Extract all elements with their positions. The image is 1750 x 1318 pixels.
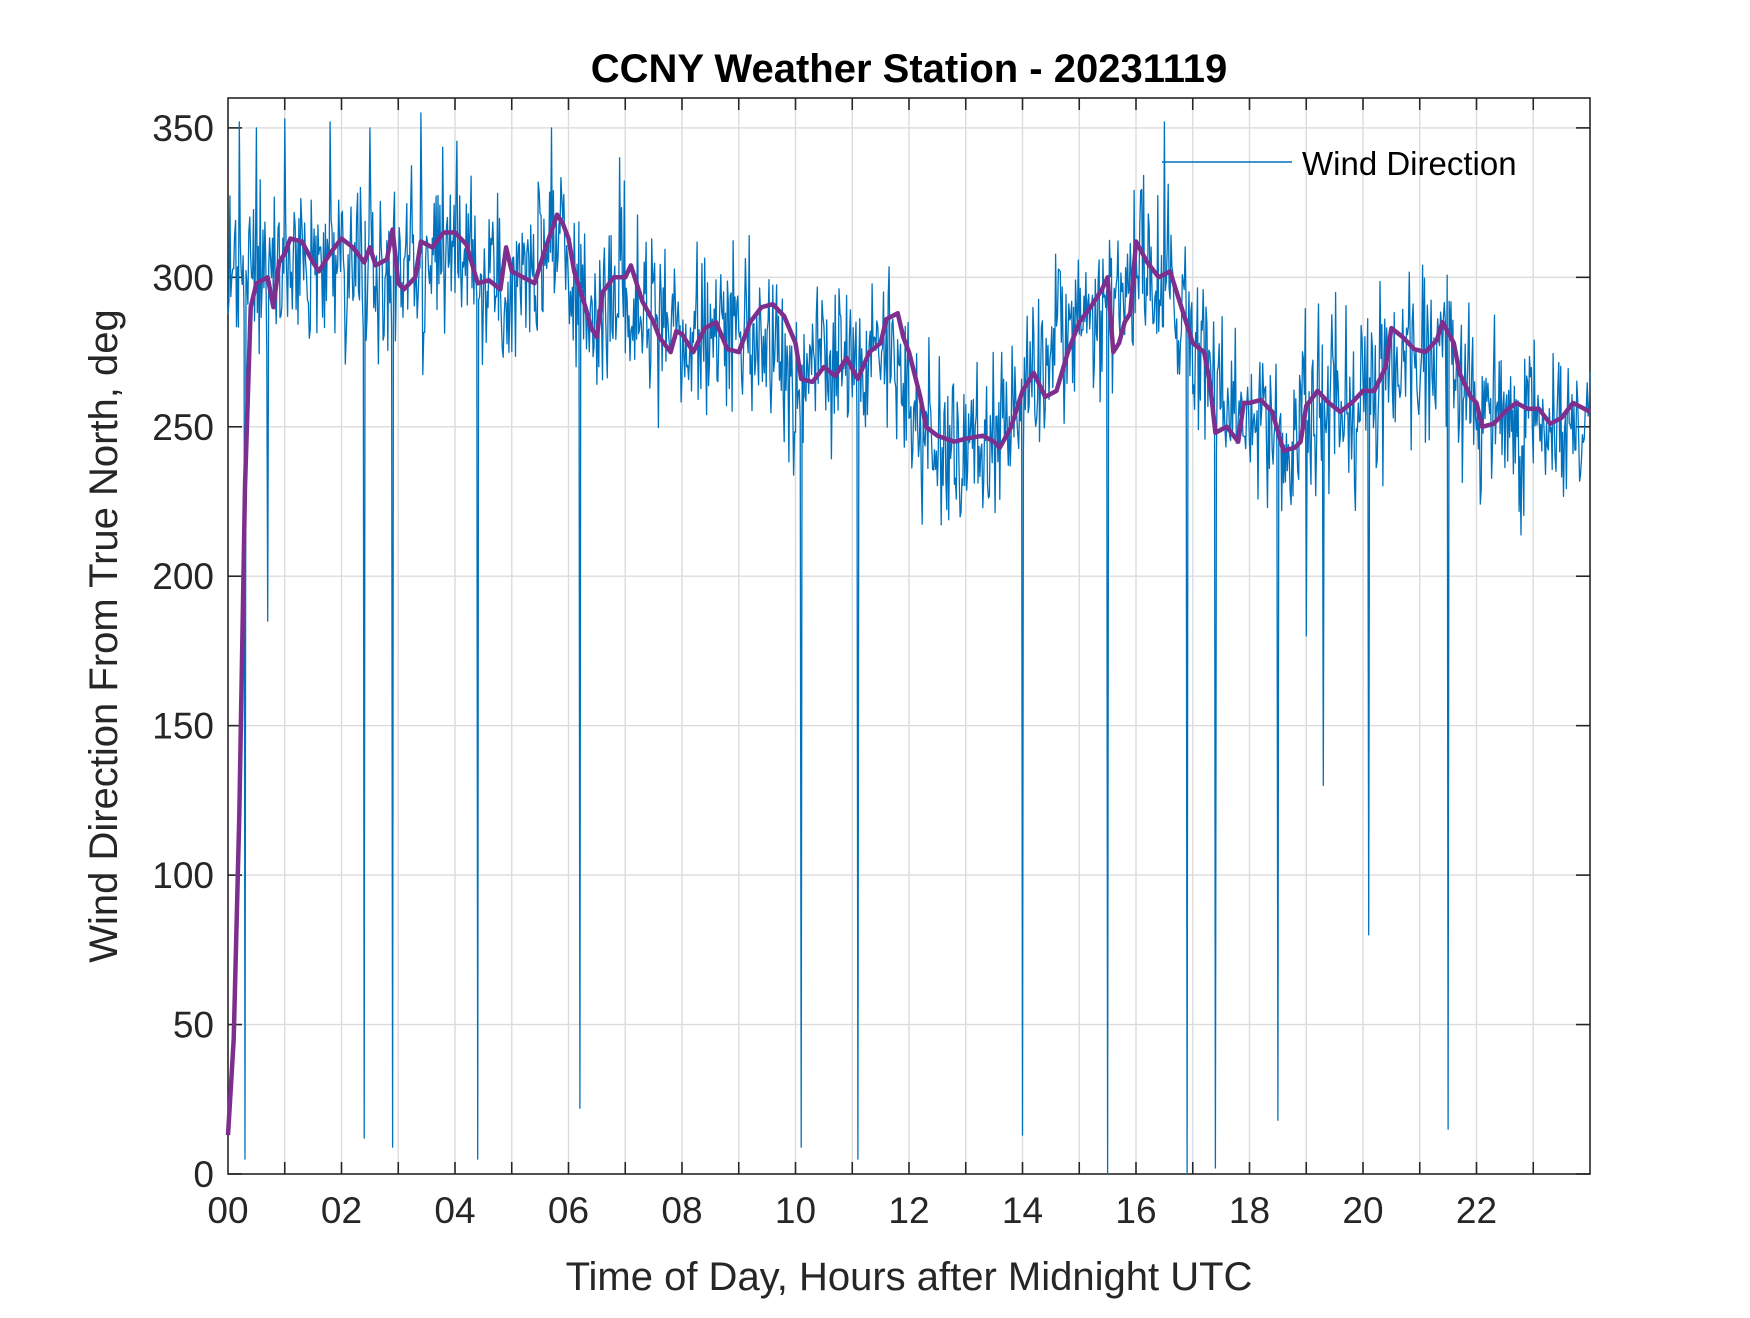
x-tick-label: 16 bbox=[1115, 1190, 1156, 1231]
x-tick-label: 22 bbox=[1456, 1190, 1497, 1231]
y-tick-label: 350 bbox=[152, 108, 214, 149]
x-tick-label: 12 bbox=[888, 1190, 929, 1231]
x-tick-label: 10 bbox=[775, 1190, 816, 1231]
x-tick-label: 04 bbox=[434, 1190, 475, 1231]
legend-label: Wind Direction bbox=[1302, 145, 1517, 182]
series-line-wind-direction bbox=[227, 112, 1591, 1175]
y-tick-label: 50 bbox=[173, 1005, 214, 1046]
x-tick-label: 02 bbox=[321, 1190, 362, 1231]
series-line-smoothed bbox=[225, 212, 1592, 1136]
y-tick-label: 200 bbox=[152, 556, 214, 597]
x-tick-label: 14 bbox=[1002, 1190, 1043, 1231]
x-axis-label: Time of Day, Hours after Midnight UTC bbox=[566, 1255, 1253, 1299]
y-tick-label: 250 bbox=[152, 407, 214, 448]
series-layer bbox=[225, 112, 1592, 1175]
y-tick-label: 100 bbox=[152, 855, 214, 896]
axis-ticks: 00 02 04 06 08 10 12 14 16 18 20 22 0 50 100 150 200 250 3… bbox=[152, 98, 1590, 1231]
x-tick-label: 20 bbox=[1342, 1190, 1383, 1231]
y-tick-label: 300 bbox=[152, 257, 214, 298]
x-tick-label: 06 bbox=[548, 1190, 589, 1231]
x-tick-label: 00 bbox=[207, 1190, 248, 1231]
x-tick-label: 08 bbox=[661, 1190, 702, 1231]
x-tick-label: 18 bbox=[1229, 1190, 1270, 1231]
y-axis-label: Wind Direction From True North, deg bbox=[82, 309, 126, 963]
y-tick-label: 150 bbox=[152, 706, 214, 747]
y-tick-label: 0 bbox=[193, 1154, 214, 1195]
chart-title: CCNY Weather Station - 20231119 bbox=[591, 47, 1228, 91]
legend: Wind Direction bbox=[1162, 145, 1517, 182]
